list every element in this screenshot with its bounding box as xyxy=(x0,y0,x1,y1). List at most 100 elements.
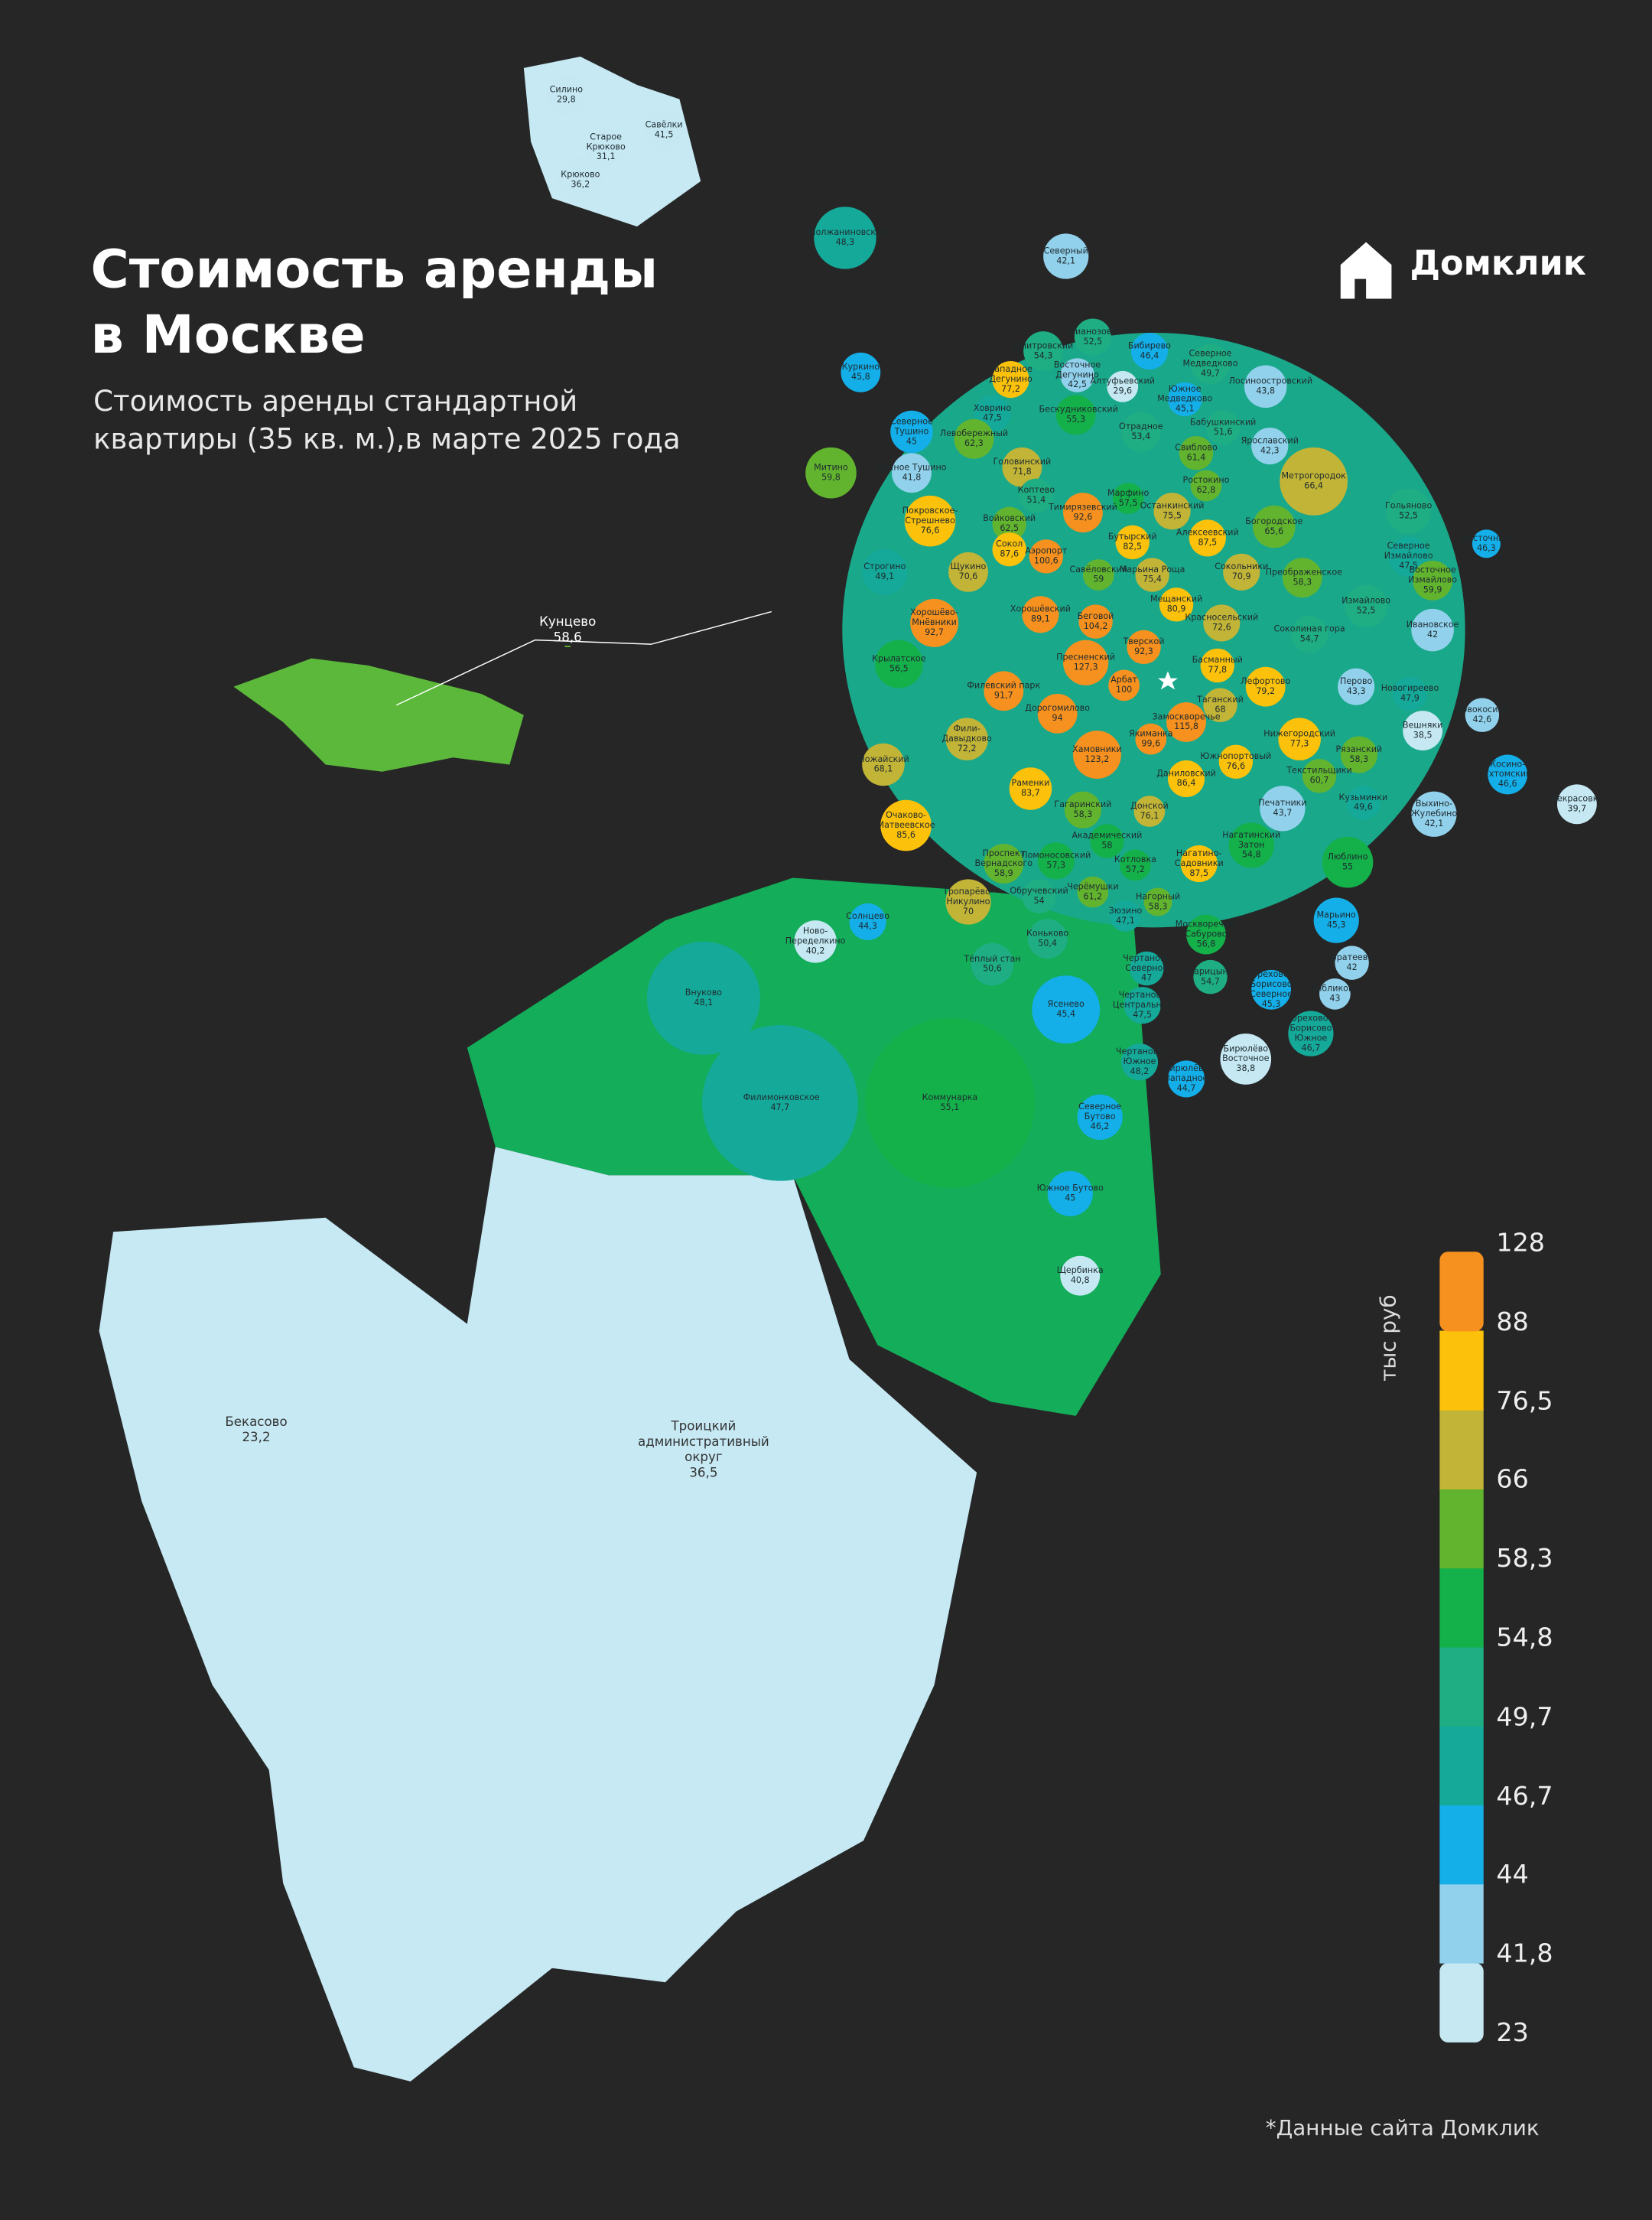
district-value: 23,2 xyxy=(242,1431,271,1446)
district-value: 91,7 xyxy=(993,691,1013,701)
district-label: Выхино-Жулебино 42,1 xyxy=(1397,799,1471,829)
district xyxy=(1203,688,1237,722)
district-label: Крюково 36,2 xyxy=(544,170,617,190)
district-label: Замоскворечье 115,8 xyxy=(1150,712,1223,732)
district-name: Бирюлёво Западное xyxy=(1163,1063,1209,1084)
district-label: Перово 43,3 xyxy=(1319,677,1393,697)
district-value: 54,3 xyxy=(1033,351,1053,361)
district-name: Лосиноостровский xyxy=(1228,376,1313,387)
district xyxy=(954,418,994,459)
district xyxy=(1032,975,1101,1044)
district-name: Москворечье-Сабурово xyxy=(1175,920,1237,940)
district-label: Южное Тушино 41,8 xyxy=(875,463,948,483)
district-label: Рязанский 58,3 xyxy=(1322,745,1396,765)
district xyxy=(984,844,1024,884)
district-value: 85,6 xyxy=(896,830,915,841)
district-label: Войковский 62,5 xyxy=(973,514,1046,534)
title: Стоимость аренды в Москве xyxy=(90,239,659,366)
district-label: Крылатское 56,5 xyxy=(862,654,935,674)
district-value: 58,9 xyxy=(993,868,1013,879)
district xyxy=(1027,919,1068,959)
district-value: 54,7 xyxy=(1299,634,1319,645)
district-value: 47,9 xyxy=(1400,693,1419,704)
district-name: Северное Измайлово xyxy=(1384,541,1433,562)
district-label: Восточное Дегунино 42,5 xyxy=(1040,360,1114,390)
district xyxy=(1043,233,1089,279)
district xyxy=(1340,736,1377,773)
district-value: 70 xyxy=(962,907,974,917)
district-name: Свиблово xyxy=(1175,443,1218,454)
district-name: Дорогомилово xyxy=(1025,703,1091,714)
district-label: Академический 58 xyxy=(1070,831,1143,851)
district xyxy=(1112,483,1144,514)
district-value: 68 xyxy=(1215,705,1226,715)
district-name: Новогиреево xyxy=(1380,683,1439,694)
district-value: 70,9 xyxy=(1231,571,1251,582)
legend-swatch xyxy=(1439,1646,1484,1727)
district xyxy=(1220,1034,1272,1085)
district-label: Тимирязевский 92,6 xyxy=(1046,503,1120,522)
district xyxy=(1278,718,1321,760)
district-value: 42,1 xyxy=(1056,256,1076,266)
district-value: 46,4 xyxy=(1140,351,1159,361)
district-name: Марьина Роща xyxy=(1119,565,1185,575)
district-value: 54,7 xyxy=(1201,977,1220,988)
district-value: 48,1 xyxy=(694,998,714,1008)
district-value: 87,5 xyxy=(1198,538,1218,548)
district xyxy=(984,671,1024,711)
district-label: Даниловский 86,4 xyxy=(1150,769,1223,789)
district-value: 57,2 xyxy=(1126,864,1145,875)
district xyxy=(1346,786,1380,820)
district-label: Силино 29,8 xyxy=(529,85,603,105)
district xyxy=(992,506,1026,542)
district-name: Марьино xyxy=(1316,910,1356,921)
district xyxy=(1115,525,1150,560)
district-label: Алтуфьевский 29,6 xyxy=(1086,376,1159,396)
district-label: Некрасовка 39,7 xyxy=(1540,794,1614,814)
district-value: 58,3 xyxy=(1293,578,1312,588)
district xyxy=(864,1017,1036,1188)
district xyxy=(874,640,923,688)
district-name: Молжаниновский xyxy=(808,227,887,238)
district xyxy=(971,942,1014,986)
district-value: 44,7 xyxy=(1176,1083,1196,1094)
legend-tick-label: 88 xyxy=(1496,1307,1529,1337)
district-label: Зябликово 43 xyxy=(1298,984,1371,1004)
district-value: 72,6 xyxy=(1211,623,1231,633)
district-value: 58,3 xyxy=(1148,902,1168,912)
district-name: Сокол xyxy=(996,539,1023,550)
district-name: Южное Тушино xyxy=(876,463,947,474)
district-value: 43 xyxy=(1329,994,1341,1004)
connector xyxy=(395,610,772,706)
district-label: Свиблово 61,4 xyxy=(1159,443,1233,463)
district-label: Кунцево 58,6 xyxy=(489,616,646,647)
district-label: Марьино 45,3 xyxy=(1299,910,1373,930)
district-label: Левобережный 62,3 xyxy=(937,429,1010,449)
district xyxy=(1023,331,1064,371)
district-value: 45,3 xyxy=(1261,999,1281,1010)
district-value: 89,1 xyxy=(1031,614,1050,625)
district-label: Покровское-Стрешнево 76,6 xyxy=(893,506,967,536)
district xyxy=(1245,666,1286,707)
district-name: Бабушкинский xyxy=(1189,418,1257,428)
district-name: Дмитровский xyxy=(1013,341,1074,352)
district xyxy=(1167,1060,1205,1098)
district-label: Строгино 49,1 xyxy=(848,562,922,582)
district-name: Нагатино-Садовники xyxy=(1174,848,1224,869)
district-name: Коптево xyxy=(1017,485,1055,496)
district-value: 42 xyxy=(1346,962,1358,973)
district-label: Бекасово 23,2 xyxy=(178,1416,334,1447)
district xyxy=(948,552,988,592)
district xyxy=(849,903,886,940)
legend-unit: тыс руб xyxy=(1375,1294,1401,1382)
district-value: 29,6 xyxy=(1113,386,1133,397)
district-name: Богородское xyxy=(1245,516,1303,527)
district xyxy=(558,157,603,203)
district-name: Щукино xyxy=(950,562,987,572)
district xyxy=(1063,640,1109,685)
district-label: Отрадное 53,4 xyxy=(1104,422,1178,442)
district-name: Арбат xyxy=(1111,675,1137,685)
district-value: 36,5 xyxy=(689,1466,718,1482)
district-value: 100,6 xyxy=(1033,556,1059,567)
district-value: 41,5 xyxy=(654,130,674,141)
